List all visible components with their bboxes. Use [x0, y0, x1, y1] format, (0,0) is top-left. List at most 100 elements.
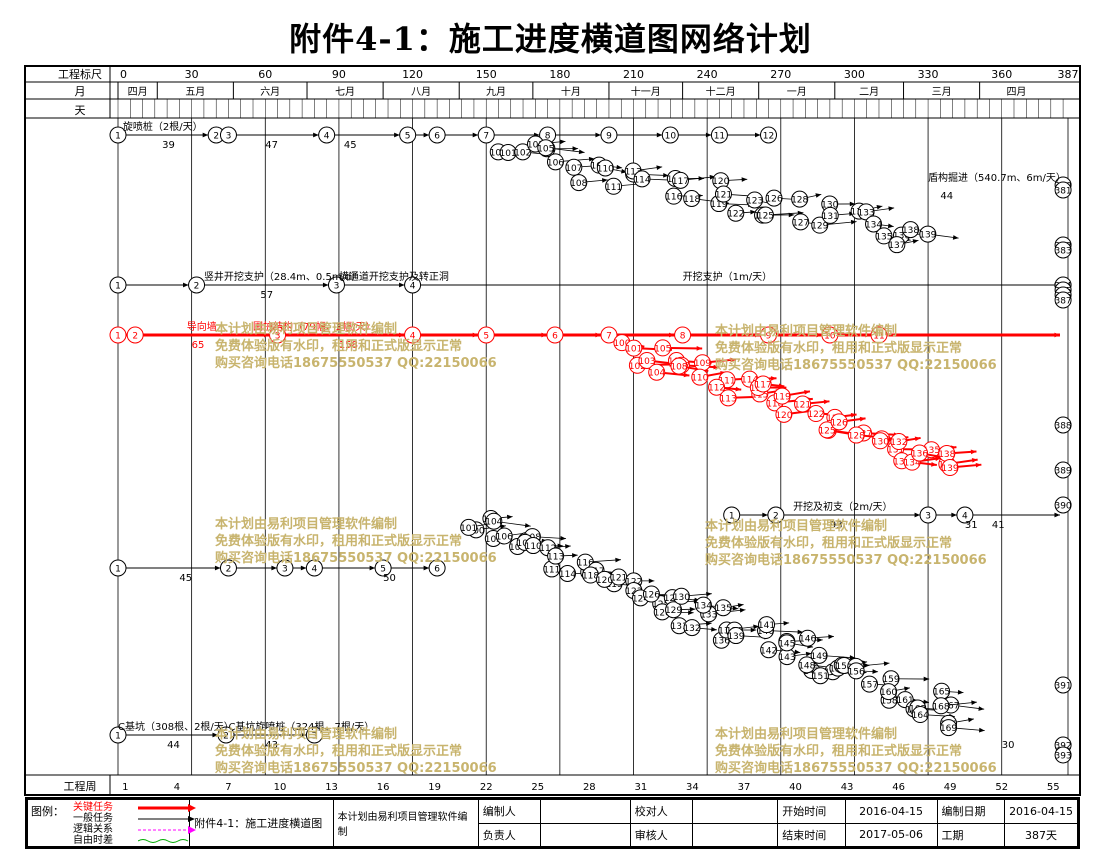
- network-node-label: 154: [835, 662, 852, 672]
- watermark-text: 购买咨询电话18675550537 QQ:22150066: [215, 760, 497, 776]
- ruler-tick: 90: [332, 68, 346, 81]
- cascade-arrow-head: [705, 621, 712, 626]
- cascade-arrow-head: [849, 201, 856, 207]
- cascade-arrow-head: [794, 649, 801, 655]
- network-node-label: 121: [610, 574, 627, 584]
- network-node: [727, 204, 745, 222]
- network-node-label: 120: [775, 411, 792, 421]
- network-node: [694, 596, 712, 614]
- network-node-label: 9: [766, 332, 772, 342]
- cascade-arrow-head: [709, 174, 716, 180]
- network-node: [477, 126, 495, 144]
- network-node-label: 159: [882, 675, 899, 685]
- network-node: [798, 656, 816, 674]
- network-node: [654, 339, 672, 357]
- network-node-label: 1: [115, 732, 121, 742]
- cascade-arrow-head: [741, 177, 748, 182]
- task-label: 47: [265, 140, 278, 151]
- cascade-arrow-head: [883, 661, 890, 666]
- network-node-label: 111: [605, 183, 622, 193]
- end-value: 2017-05-06: [844, 822, 938, 847]
- task-arrow-head: [212, 732, 219, 738]
- network-node-label: 113: [720, 394, 737, 404]
- month-label-cell: 八月: [411, 86, 431, 98]
- network-node-label: 169: [940, 724, 957, 734]
- task-label: 65: [192, 340, 205, 351]
- network-node-label: 113: [625, 167, 642, 177]
- cascade-arrow-head: [648, 578, 655, 584]
- network-node-label: 148: [798, 661, 815, 671]
- network-node: [374, 559, 392, 577]
- cascade-arrow-head: [737, 603, 744, 608]
- cascade-arrow-head: [971, 458, 978, 463]
- network-node: [217, 726, 235, 744]
- cascade-arrow-head: [923, 676, 930, 682]
- network-node-label: 387: [1054, 297, 1071, 307]
- network-node: [765, 189, 783, 207]
- network-node-label: 130: [872, 437, 889, 447]
- network-node-label: 161: [897, 696, 914, 706]
- network-node-label: 134: [865, 220, 882, 230]
- task-arrow-head: [1054, 512, 1060, 518]
- network-node-label: 9: [606, 132, 612, 142]
- cascade-arrow-head: [689, 606, 696, 612]
- network-node-label: 3: [334, 282, 340, 292]
- network-node: [600, 326, 618, 344]
- network-node-label: 110: [691, 374, 708, 384]
- network-node-label: 111: [718, 376, 735, 386]
- ruler-tick: 180: [549, 68, 570, 81]
- network-node-label: 105: [654, 344, 671, 354]
- watermark-text: 本计划由易利项目管理软件编制: [215, 321, 397, 337]
- network-node-label: 130: [821, 201, 838, 211]
- network-node: [911, 444, 929, 462]
- cascade-arrow-head: [732, 605, 739, 611]
- network-node-label: 4: [410, 332, 416, 342]
- auditor-value: [691, 822, 779, 847]
- cascade-arrow-head: [713, 364, 720, 370]
- network-node: [760, 641, 778, 659]
- month-label-cell: 五月: [185, 86, 205, 98]
- network-node-label: 6: [434, 565, 440, 575]
- month-label-cell: 七月: [335, 86, 355, 98]
- network-node-label: 110: [597, 165, 614, 175]
- network-node-label: 135: [715, 604, 732, 614]
- legend-label: 自由时差: [73, 835, 113, 846]
- network-node-label: 2: [223, 732, 229, 742]
- network-node-label: 383: [1054, 247, 1071, 257]
- network-node: [778, 634, 796, 652]
- week-tick: 52: [995, 782, 1008, 793]
- cascade-arrow-head: [560, 535, 567, 541]
- watermark-text: 购买咨询电话18675550537 QQ:22150066: [715, 357, 997, 373]
- start-value: 2016-04-15: [844, 799, 938, 824]
- task-arrow-head: [754, 132, 761, 138]
- task-label: 围护结构（79幅、2幅/天）: [253, 320, 375, 333]
- task-arrow-head: [202, 132, 209, 138]
- network-node: [674, 326, 692, 344]
- network-node: [791, 190, 809, 208]
- network-node: [723, 506, 741, 524]
- network-node-label: 164: [912, 711, 929, 721]
- watermark-text: 免费体验版有水印，租用和正式版显示正常: [715, 340, 962, 356]
- network-node-label: 114: [559, 570, 576, 580]
- cascade-arrow-head: [817, 637, 823, 643]
- cascade-arrow-head: [978, 706, 985, 711]
- network-node-label: 137: [888, 241, 905, 251]
- watermark-text: 本计划由易利项目管理软件编制: [215, 516, 397, 532]
- month-label-cell: 六月: [260, 86, 280, 98]
- network-node: [109, 559, 127, 577]
- network-node-label: 105: [537, 144, 554, 154]
- network-node-label: 135: [875, 232, 892, 242]
- network-node-label: 1: [115, 282, 121, 292]
- network-node-label: 132: [683, 624, 700, 634]
- cascade-arrow-head: [656, 165, 663, 170]
- task-label: 39: [162, 140, 175, 151]
- task-arrow-head: [369, 565, 376, 571]
- cascade-arrow-head: [971, 700, 977, 706]
- network-node-label: 139: [919, 231, 936, 241]
- network-node: [746, 191, 764, 209]
- cascade-arrow-head: [783, 621, 790, 626]
- week-label: 工程周: [64, 780, 97, 793]
- ruler-tick: 300: [844, 68, 865, 81]
- network-node-label: 100: [613, 339, 630, 349]
- task-arrow-head: [322, 282, 329, 288]
